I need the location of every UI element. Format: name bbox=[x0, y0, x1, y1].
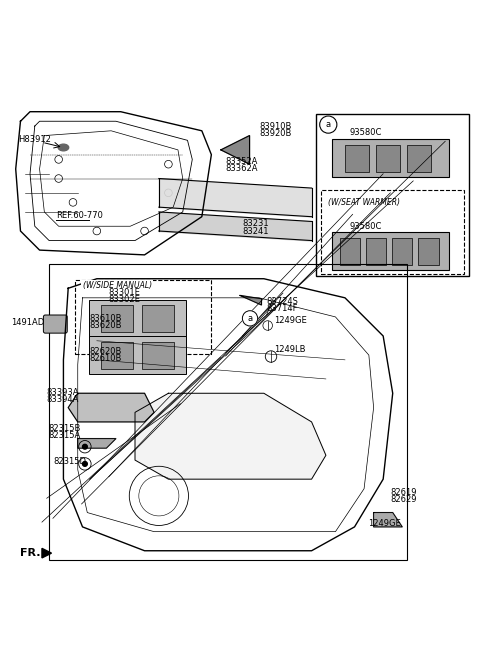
Text: 82315B: 82315B bbox=[48, 423, 81, 433]
Polygon shape bbox=[221, 136, 250, 164]
Text: 82315A: 82315A bbox=[48, 431, 81, 439]
Text: 83620B: 83620B bbox=[90, 321, 122, 330]
FancyBboxPatch shape bbox=[332, 233, 448, 270]
FancyBboxPatch shape bbox=[316, 114, 469, 276]
FancyBboxPatch shape bbox=[89, 337, 186, 374]
Text: 83394A: 83394A bbox=[47, 395, 79, 404]
Text: 82315D: 82315D bbox=[53, 458, 86, 466]
Circle shape bbox=[83, 462, 87, 466]
Ellipse shape bbox=[58, 144, 69, 151]
Text: 1491AD: 1491AD bbox=[11, 318, 44, 327]
FancyBboxPatch shape bbox=[332, 139, 448, 177]
FancyBboxPatch shape bbox=[375, 144, 400, 172]
Text: 83231: 83231 bbox=[242, 219, 269, 228]
Polygon shape bbox=[373, 513, 402, 527]
Text: 83241: 83241 bbox=[242, 226, 269, 235]
Text: 82620B: 82620B bbox=[90, 347, 122, 356]
Circle shape bbox=[83, 444, 87, 449]
FancyBboxPatch shape bbox=[366, 238, 386, 265]
Polygon shape bbox=[240, 296, 262, 305]
Text: 82619: 82619 bbox=[390, 488, 417, 497]
Text: 83301E: 83301E bbox=[109, 288, 141, 296]
Text: 83302E: 83302E bbox=[109, 295, 141, 304]
Polygon shape bbox=[78, 439, 116, 448]
Text: 83362A: 83362A bbox=[226, 165, 258, 173]
Circle shape bbox=[320, 116, 337, 133]
FancyBboxPatch shape bbox=[407, 144, 432, 172]
FancyBboxPatch shape bbox=[340, 238, 360, 265]
Text: 82610B: 82610B bbox=[90, 354, 122, 364]
Polygon shape bbox=[135, 393, 326, 479]
Text: 93580C: 93580C bbox=[350, 222, 382, 230]
Text: 83352A: 83352A bbox=[226, 157, 258, 166]
Bar bbox=[49, 264, 407, 560]
Text: 93580C: 93580C bbox=[350, 128, 382, 136]
Circle shape bbox=[242, 310, 258, 326]
FancyBboxPatch shape bbox=[419, 238, 439, 265]
Text: (W/SEAT WARMER): (W/SEAT WARMER) bbox=[328, 198, 400, 207]
FancyBboxPatch shape bbox=[101, 305, 133, 332]
FancyBboxPatch shape bbox=[43, 315, 67, 333]
FancyBboxPatch shape bbox=[345, 144, 369, 172]
Text: 83714F: 83714F bbox=[266, 304, 298, 313]
FancyBboxPatch shape bbox=[392, 238, 412, 265]
FancyBboxPatch shape bbox=[89, 300, 186, 337]
Text: 1249GE: 1249GE bbox=[275, 317, 307, 325]
Text: 1249LB: 1249LB bbox=[275, 345, 306, 354]
Text: 83910B: 83910B bbox=[259, 122, 291, 130]
Text: a: a bbox=[326, 120, 331, 129]
Text: 83610B: 83610B bbox=[90, 314, 122, 323]
FancyBboxPatch shape bbox=[101, 342, 133, 369]
Text: a: a bbox=[248, 314, 252, 323]
Text: 83393A: 83393A bbox=[47, 388, 79, 396]
Text: 83920B: 83920B bbox=[259, 129, 291, 138]
Text: REF.60-770: REF.60-770 bbox=[56, 211, 103, 220]
Polygon shape bbox=[42, 548, 51, 558]
Text: 82629: 82629 bbox=[390, 495, 417, 504]
Text: 1249GE: 1249GE bbox=[368, 519, 401, 528]
Polygon shape bbox=[68, 393, 154, 422]
Text: (W/SIDE MANUAL): (W/SIDE MANUAL) bbox=[83, 282, 152, 290]
Text: H83912: H83912 bbox=[18, 135, 51, 144]
FancyBboxPatch shape bbox=[142, 305, 174, 332]
FancyBboxPatch shape bbox=[142, 342, 174, 369]
Text: 83724S: 83724S bbox=[266, 297, 298, 306]
Text: FR.: FR. bbox=[20, 548, 40, 558]
